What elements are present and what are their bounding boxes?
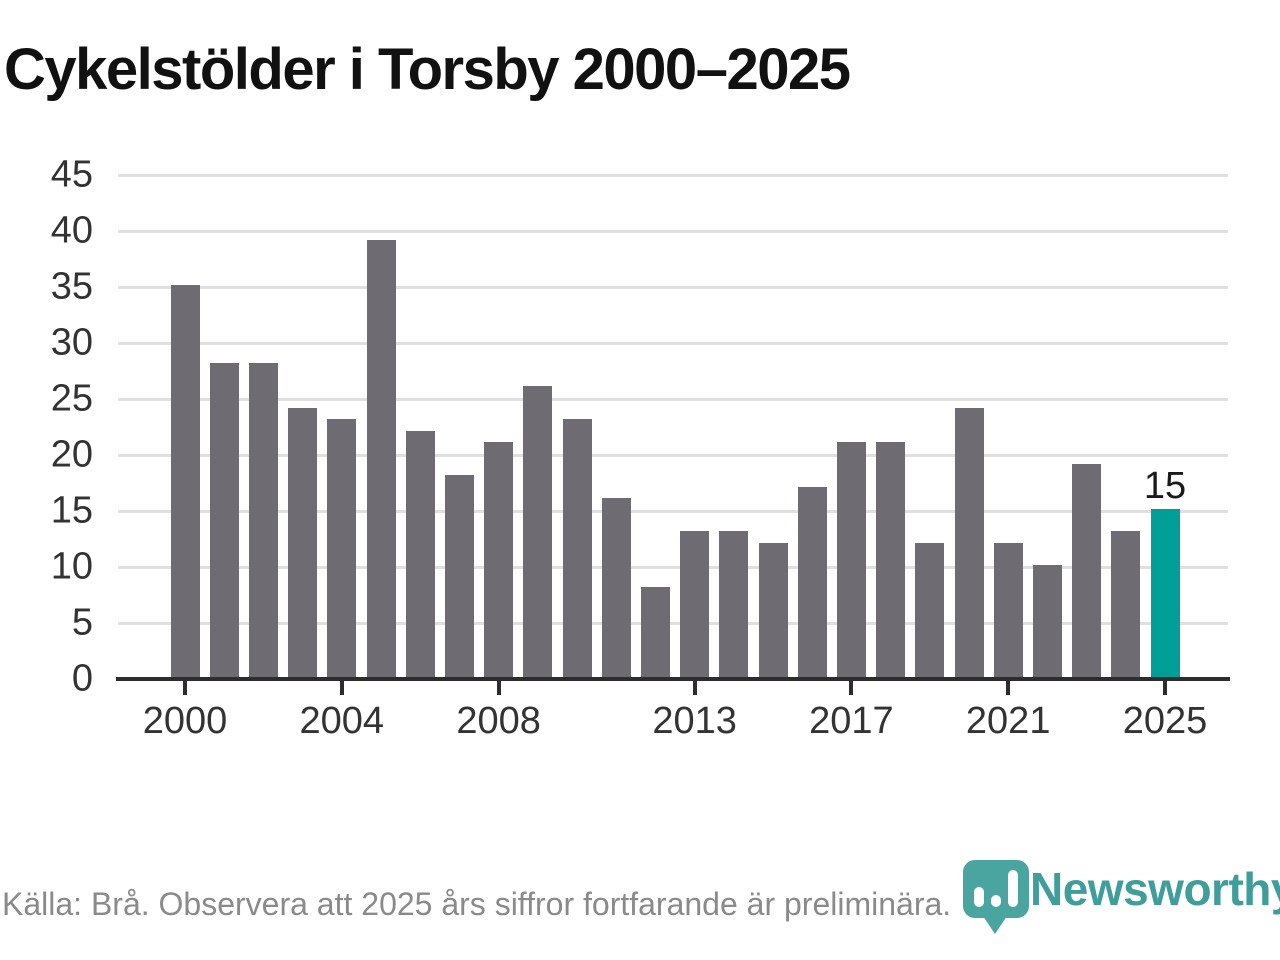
y-gridline <box>118 229 1228 233</box>
y-axis-label: 20 <box>50 433 93 476</box>
bar-2012 <box>640 587 670 677</box>
y-axis-label: 45 <box>50 153 93 196</box>
x-axis-label: 2004 <box>299 700 385 742</box>
bar-chart-area: 0 5 10 15 20 25 30 35 40 45 2000 2004 2008 2013 2017 20… <box>50 153 1230 742</box>
y-axis-label: 10 <box>50 545 93 588</box>
y-gridline <box>118 397 1228 401</box>
newsworthy-pin-tail-icon <box>983 916 1007 934</box>
bar-2002 <box>248 363 278 677</box>
bar-2021 <box>993 542 1023 677</box>
y-axis-label: 0 <box>71 657 93 700</box>
bar-2001 <box>209 363 239 677</box>
y-gridline <box>118 173 1228 177</box>
bar-2018 <box>876 441 906 677</box>
x-axis-line <box>116 677 1230 681</box>
y-gridline <box>118 621 1228 625</box>
x-axis-label: 2017 <box>809 700 894 742</box>
bar-2023 <box>1072 464 1102 677</box>
x-axis-tick <box>339 681 344 695</box>
y-axis-label: 40 <box>50 209 93 252</box>
bar-2010 <box>562 419 592 677</box>
bar-2022 <box>1032 565 1062 677</box>
bar-2019 <box>915 542 945 677</box>
page-title: Cykelstölder i Torsby 2000–2025 <box>4 37 851 102</box>
newsworthy-pin-bars-icon <box>963 860 1029 918</box>
x-axis-tick <box>692 681 697 695</box>
y-gridline <box>118 565 1228 569</box>
bar-2000 <box>170 285 200 677</box>
bar-2013 <box>680 531 710 677</box>
bar-2007 <box>444 475 474 677</box>
y-axis-label: 30 <box>50 321 93 364</box>
bar-2017 <box>836 441 866 677</box>
bar-2020 <box>954 408 984 677</box>
source-note: Källa: Brå. Observera att 2025 års siffr… <box>2 886 952 922</box>
x-axis-tick <box>1163 681 1167 695</box>
bar-2006 <box>405 430 435 677</box>
bar-2008 <box>484 441 514 677</box>
bar-2024 <box>1111 531 1141 677</box>
x-axis-label: 2008 <box>456 700 541 742</box>
x-axis-tick <box>496 681 501 695</box>
x-axis-label: 2013 <box>652 700 737 742</box>
bar-2005 <box>366 240 396 677</box>
x-axis-label: 2000 <box>142 700 228 742</box>
bar-2009 <box>523 385 553 677</box>
bar-2016 <box>797 486 827 677</box>
bar-2004 <box>327 419 357 677</box>
x-axis-tick <box>183 681 187 695</box>
y-axis-label: 35 <box>50 265 93 308</box>
highlight-value-label: 15 <box>1143 465 1187 507</box>
y-gridline <box>118 341 1228 345</box>
y-gridline <box>118 285 1228 289</box>
y-axis-label: 25 <box>50 377 93 420</box>
x-axis-label: 2021 <box>965 700 1051 742</box>
bar-2003 <box>288 408 318 677</box>
bar-2014 <box>719 531 749 677</box>
y-axis-label: 15 <box>50 489 93 532</box>
y-gridline <box>118 509 1228 513</box>
bar-highlight-2025 <box>1150 509 1180 677</box>
x-axis-tick <box>1006 681 1011 695</box>
bar-2015 <box>758 542 788 677</box>
newsworthy-wordmark: Newsworthy <box>1030 863 1280 915</box>
x-axis-tick <box>849 681 854 695</box>
y-gridline <box>118 453 1228 457</box>
bar-2011 <box>601 497 631 677</box>
y-axis-label: 5 <box>71 601 93 644</box>
x-axis-label: 2025 <box>1122 700 1208 742</box>
